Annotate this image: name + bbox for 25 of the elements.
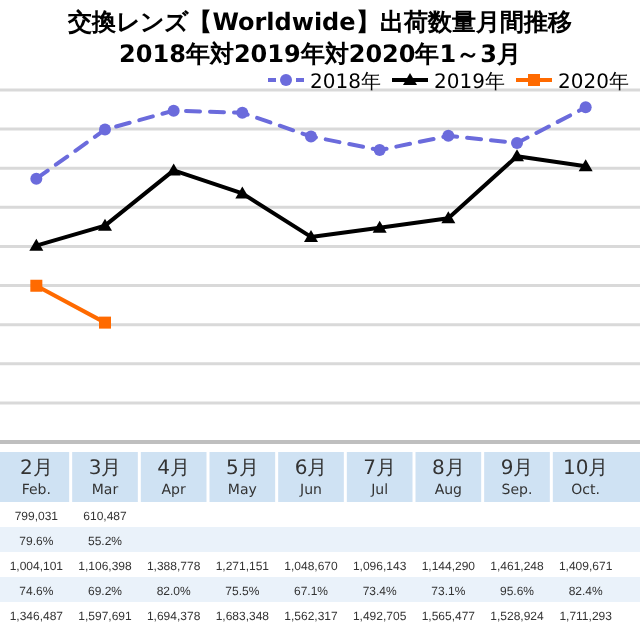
- chart-subtitle: 2018年対2019年対2020年1～3月: [119, 40, 521, 68]
- point: [579, 101, 592, 114]
- point: [98, 218, 112, 231]
- legend-label: 2020年: [558, 70, 629, 94]
- point: [167, 104, 180, 117]
- point: [99, 123, 111, 136]
- point: [372, 220, 387, 233]
- point: [304, 229, 318, 242]
- point: [442, 129, 455, 142]
- point: [441, 211, 456, 224]
- point: [29, 238, 44, 251]
- point: [373, 144, 386, 157]
- point: [305, 130, 317, 143]
- point: [511, 137, 523, 150]
- point: [99, 316, 111, 329]
- chart-title: 交換レンズ【Worldwide】出荷数量月間推移: [66, 8, 572, 36]
- legend-label: 2018年: [310, 70, 381, 94]
- point: [166, 163, 181, 176]
- point: [235, 186, 250, 199]
- point: [30, 172, 43, 185]
- point: [578, 159, 593, 172]
- point: [510, 149, 524, 162]
- point: [236, 106, 249, 119]
- point: [30, 279, 43, 292]
- legend-label: 2019年: [434, 70, 505, 94]
